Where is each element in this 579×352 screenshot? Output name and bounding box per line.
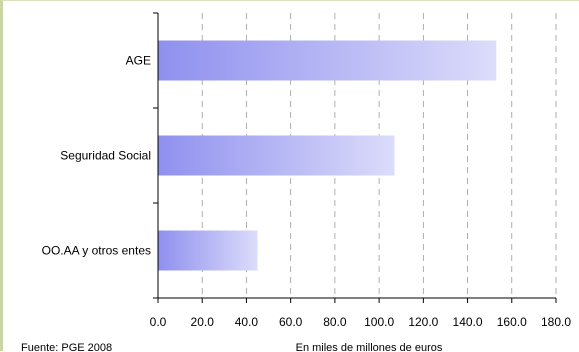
category-label: OO.AA y otros entes bbox=[42, 244, 151, 258]
bar-seguridad-social bbox=[158, 135, 395, 176]
x-tick-label: 40.0 bbox=[235, 315, 259, 329]
category-label: Seguridad Social bbox=[60, 149, 151, 163]
source-note: Fuente: PGE 2008 bbox=[21, 342, 112, 352]
x-tick-label: 60.0 bbox=[279, 315, 303, 329]
x-tick-label: 20.0 bbox=[191, 315, 215, 329]
x-tick-label: 0.0 bbox=[150, 315, 167, 329]
axes bbox=[153, 12, 557, 303]
x-tick-label: 120.0 bbox=[408, 315, 438, 329]
x-tick-label: 160.0 bbox=[497, 315, 527, 329]
bar-oo-aa-y-otros-entes bbox=[158, 230, 258, 271]
x-tick-label: 140.0 bbox=[453, 315, 483, 329]
x-tick-label: 80.0 bbox=[323, 315, 347, 329]
category-label: AGE bbox=[126, 54, 151, 68]
x-tick-label: 100.0 bbox=[364, 315, 394, 329]
labels: 0.0 20.0 40.0 60.0 80.0 100.0 120.0 140.0 160.0 1… bbox=[42, 54, 572, 330]
x-axis-title: En miles de millones de euros bbox=[296, 342, 443, 352]
bars bbox=[158, 40, 497, 271]
x-tick-label: 180.0 bbox=[541, 315, 571, 329]
bar-age bbox=[158, 40, 497, 81]
bar-chart: 0.0 20.0 40.0 60.0 80.0 100.0 120.0 140.0 160.0 1… bbox=[21, 12, 572, 352]
